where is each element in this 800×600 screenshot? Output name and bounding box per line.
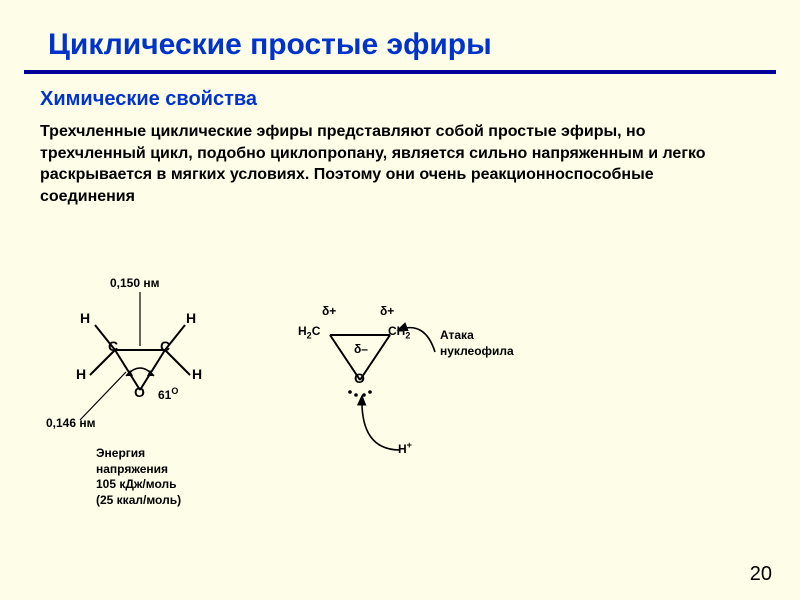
- delta-minus: δ–: [354, 342, 368, 356]
- title-rule: [24, 70, 776, 74]
- O-atom-label: O: [134, 384, 145, 400]
- O-atom-label-2: O: [354, 370, 365, 386]
- attack-label: Атака нуклеофила: [440, 328, 514, 359]
- left-ch2-label: H2C: [298, 324, 320, 340]
- delta-plus-right: δ+: [380, 304, 394, 318]
- right-ch2-label: CH2: [388, 324, 410, 340]
- H-atom-label: H: [80, 310, 90, 326]
- strain-energy-label: Энергия напряжения 105 кДж/моль (25 ккал…: [96, 446, 181, 508]
- delta-plus-left: δ+: [322, 304, 336, 318]
- H-atom-label: H: [192, 366, 202, 382]
- H-atom-label: H: [76, 366, 86, 382]
- H-plus-label: H+: [398, 440, 412, 456]
- C-atom-label: C: [108, 338, 118, 354]
- page-number: 20: [750, 563, 772, 586]
- body-paragraph: Трехчленные циклические эфиры представля…: [0, 121, 800, 207]
- H-atom-label: H: [186, 310, 196, 326]
- bond-angle-label: 61O: [158, 386, 178, 402]
- section-subtitle: Химические свойства: [0, 88, 800, 111]
- page-title: Циклические простые эфиры: [0, 0, 800, 70]
- cc-bond-length-label: 0,150 нм: [110, 276, 160, 290]
- diagram-area: 0,150 нм H H H H C C O 61O 0,146 нм Энер…: [40, 280, 760, 570]
- C-atom-label: C: [160, 338, 170, 354]
- co-bond-length-label: 0,146 нм: [46, 416, 96, 430]
